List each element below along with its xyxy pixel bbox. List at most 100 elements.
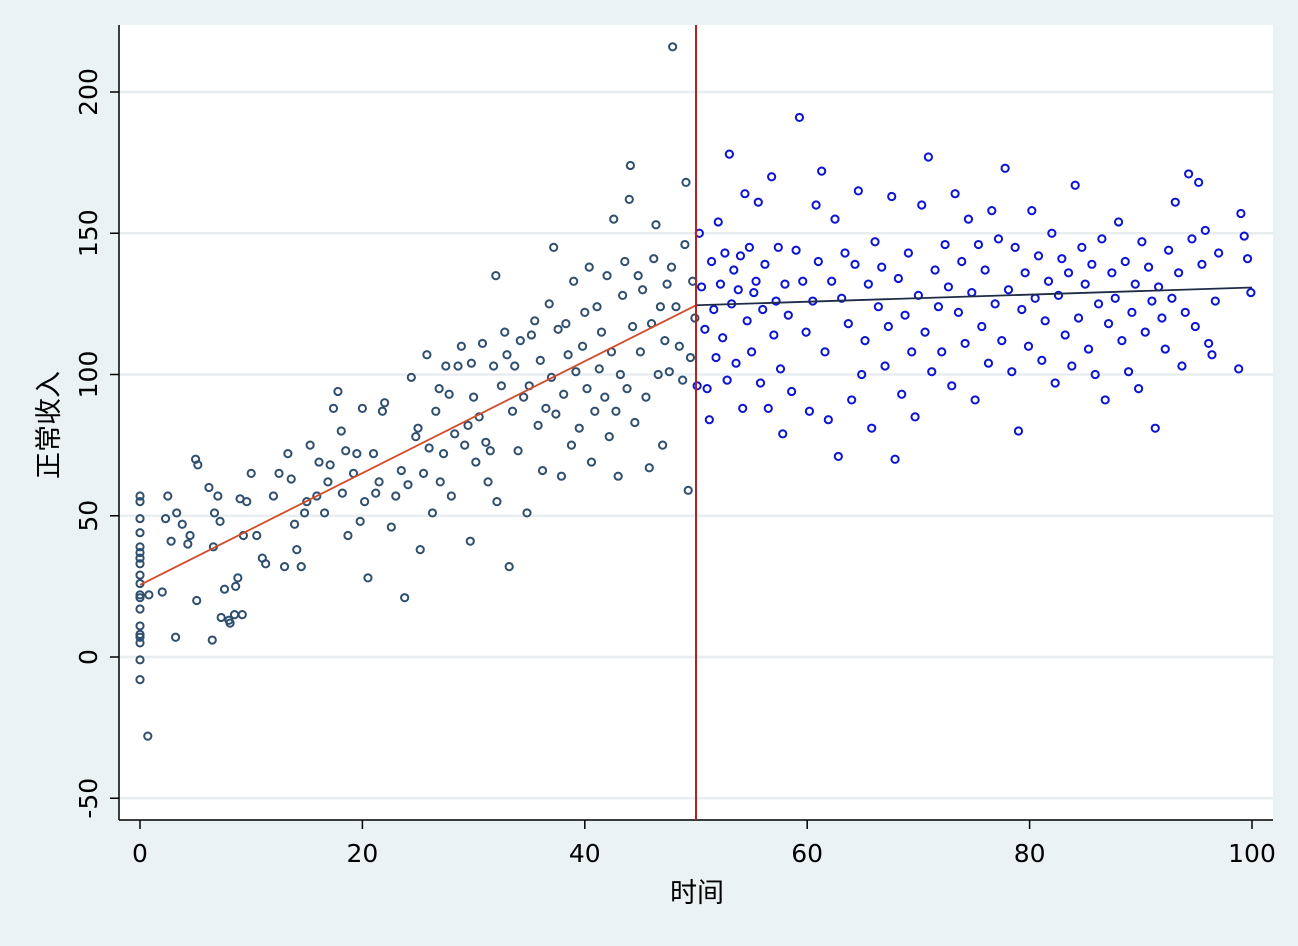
data-point: [343, 530, 353, 541]
y-tick-label: 200: [74, 68, 103, 116]
data-point: [363, 573, 373, 583]
data-point: [713, 217, 723, 227]
data-point: [633, 271, 643, 281]
data-point: [635, 347, 646, 357]
data-point: [135, 604, 145, 614]
data-point: [135, 632, 145, 642]
data-point: [1060, 330, 1070, 340]
data-point: [1073, 313, 1084, 323]
data-point: [1000, 163, 1010, 173]
data-point: [396, 465, 406, 476]
data-point: [225, 618, 235, 628]
data-point: [571, 367, 581, 377]
data-point: [820, 347, 830, 357]
data-point: [662, 279, 672, 289]
data-point: [135, 655, 145, 665]
data-point: [485, 446, 495, 456]
data-point: [371, 488, 381, 498]
data-point: [537, 465, 548, 476]
data-point: [1236, 208, 1246, 219]
data-point: [674, 341, 684, 351]
data-point: [830, 214, 840, 224]
data-point: [213, 491, 223, 501]
data-point: [237, 610, 247, 620]
data-point: [391, 491, 401, 501]
data-point: [450, 429, 460, 439]
data-point: [763, 403, 773, 413]
data-point: [1040, 316, 1050, 326]
data-point: [930, 265, 940, 275]
data-point: [519, 392, 529, 402]
y-tick-label: 150: [74, 209, 103, 257]
data-point: [733, 285, 743, 295]
data-point: [207, 635, 217, 645]
data-point: [594, 364, 604, 374]
data-point: [279, 562, 290, 572]
data-point: [413, 423, 423, 433]
data-point: [1210, 296, 1220, 306]
data-point: [172, 508, 182, 518]
x-tick-label: 100: [1228, 839, 1276, 868]
data-point: [1140, 327, 1150, 337]
data-point: [1160, 344, 1170, 354]
data-point: [1133, 384, 1144, 394]
data-point: [923, 152, 934, 162]
data-point: [1080, 279, 1090, 289]
data-point: [1083, 344, 1094, 354]
data-point: [742, 316, 752, 326]
data-point: [780, 279, 790, 289]
data-point: [887, 191, 897, 202]
data-point: [553, 324, 563, 334]
data-point: [292, 545, 302, 555]
data-point: [1187, 234, 1197, 244]
data-point: [613, 471, 623, 481]
data-point: [1057, 254, 1067, 264]
data-point: [368, 449, 379, 459]
data-point: [947, 381, 957, 391]
data-point: [1190, 321, 1200, 332]
data-point: [135, 542, 145, 552]
data-point: [843, 319, 853, 329]
data-point: [611, 406, 621, 416]
y-tick-label: 50: [74, 500, 103, 532]
data-point: [890, 454, 900, 464]
data-point: [504, 562, 514, 572]
data-point: [507, 406, 518, 416]
data-point: [177, 519, 187, 529]
data-point: [319, 508, 330, 518]
data-point: [135, 570, 145, 580]
data-point: [515, 336, 525, 346]
data-point: [559, 389, 569, 399]
data-point: [1097, 234, 1107, 244]
data-point: [624, 194, 634, 204]
data-point: [135, 638, 145, 648]
data-point: [857, 369, 867, 380]
data-point: [415, 545, 425, 555]
data-point: [1167, 293, 1177, 303]
data-point: [794, 112, 805, 123]
data-point: [471, 457, 481, 467]
data-point: [183, 539, 193, 549]
data-point: [847, 395, 857, 405]
data-point: [522, 508, 532, 518]
data-point: [840, 248, 850, 258]
data-point: [1077, 242, 1087, 252]
x-tick-label: 60: [791, 839, 823, 868]
data-point: [638, 285, 648, 295]
data-point: [1033, 251, 1044, 261]
data-point: [463, 420, 473, 430]
data-point: [622, 384, 632, 394]
data-point: [1180, 307, 1190, 317]
data-point: [651, 220, 661, 230]
data-point: [920, 327, 930, 337]
data-point: [1037, 355, 1047, 365]
data-point: [1050, 378, 1060, 388]
data-point: [422, 350, 432, 360]
data-point: [193, 460, 203, 470]
y-tick-label: -50: [74, 778, 103, 819]
x-tick-label: 20: [346, 839, 378, 868]
data-point: [877, 262, 887, 272]
y-axis-title: 正常收入: [34, 371, 65, 479]
data-point: [683, 485, 693, 495]
